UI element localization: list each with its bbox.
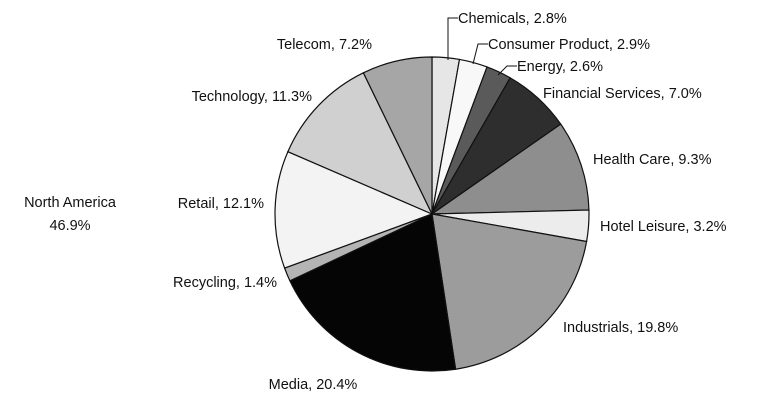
center-label-line2: 46.9% (49, 218, 90, 234)
slice-label-industrials: Industrials, 19.8% (563, 320, 678, 336)
slice-label-chemicals: Chemicals, 2.8% (458, 11, 567, 27)
slice-label-technology: Technology, 11.3% (192, 89, 312, 105)
slice-label-financial-services: Financial Services, 7.0% (543, 86, 702, 102)
pie-slice-industrials (431, 213, 588, 370)
slice-label-health-care: Health Care, 9.3% (593, 152, 712, 168)
slice-label-telecom: Telecom, 7.2% (277, 37, 372, 53)
slice-label-hotel-leisure: Hotel Leisure, 3.2% (600, 219, 727, 235)
leader-line-consumer-product (472, 43, 488, 65)
slice-label-media: Media, 20.4% (269, 377, 358, 393)
slice-label-energy: Energy, 2.6% (517, 59, 603, 75)
leader-line-energy (497, 65, 517, 76)
slice-label-recycling: Recycling, 1.4% (173, 275, 277, 291)
center-label-line1: North America (24, 195, 117, 211)
slice-labels: Chemicals, 2.8% Consumer Product, 2.9% Ene… (173, 11, 727, 393)
slice-label-retail: Retail, 12.1% (178, 196, 264, 212)
pie-slice-media (289, 213, 457, 372)
pie-slice-technology (287, 71, 434, 216)
pie-slice-retail (274, 150, 434, 269)
slice-label-consumer-product: Consumer Product, 2.9% (488, 37, 650, 53)
pie-slice-health-care (430, 123, 590, 215)
pie-slice-telecom (362, 56, 433, 215)
leader-line-chemicals (447, 17, 458, 60)
pie-slices (274, 56, 590, 372)
leader-lines (447, 17, 517, 76)
